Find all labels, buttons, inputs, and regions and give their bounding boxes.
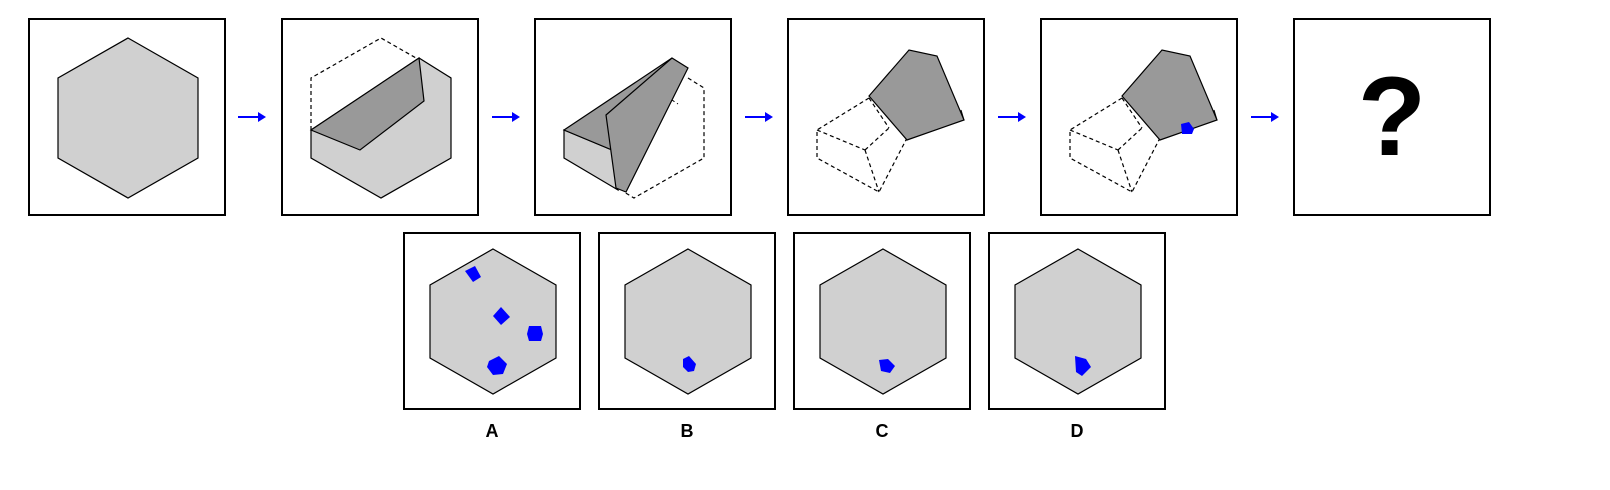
option-d-card[interactable] xyxy=(988,232,1166,410)
option-c-card[interactable] xyxy=(793,232,971,410)
punched-figure xyxy=(1069,49,1218,193)
folded-pentagon xyxy=(1121,49,1218,141)
hole-mark xyxy=(527,326,543,341)
sequence-step-3 xyxy=(534,18,732,216)
question-mark: ? xyxy=(1357,54,1427,179)
hexagon-paper xyxy=(819,248,947,395)
option-c-figure xyxy=(819,248,947,395)
option-d-figure xyxy=(1014,248,1142,395)
sequence-step-4 xyxy=(787,18,985,216)
option-b-figure xyxy=(624,248,752,395)
second-fold-figure xyxy=(562,57,705,199)
hole-mark xyxy=(493,307,510,325)
hole-mark xyxy=(1075,356,1091,376)
folded-pentagon xyxy=(868,49,965,141)
right-arrow-icon xyxy=(492,112,520,122)
option-b-card[interactable] xyxy=(598,232,776,410)
punched-hole-mark xyxy=(1181,122,1194,134)
option-a-card[interactable] xyxy=(403,232,581,410)
previous-folds-dashed xyxy=(1069,97,1161,193)
sequence-step-5 xyxy=(1040,18,1238,216)
folded-flap xyxy=(309,56,425,151)
right-arrow-icon xyxy=(1251,112,1279,122)
previous-folds-dashed xyxy=(816,97,908,193)
original-outline-dashed xyxy=(310,37,452,130)
option-a-figure xyxy=(429,248,557,395)
second-flap xyxy=(605,57,689,193)
third-fold-figure xyxy=(816,49,965,193)
hole-mark xyxy=(879,359,895,373)
option-a-label: A xyxy=(485,421,499,441)
hexagon-paper xyxy=(57,37,199,199)
sequence-step-unknown: ? xyxy=(1293,18,1491,216)
hexagon-paper xyxy=(1014,248,1142,395)
first-fold-figure xyxy=(309,37,452,199)
hexagon-paper xyxy=(624,248,752,395)
option-b-label: B xyxy=(680,421,694,441)
hole-mark xyxy=(487,356,507,375)
hole-mark xyxy=(465,266,481,282)
hexagon-paper xyxy=(429,248,557,395)
sequence-step-1 xyxy=(28,18,226,216)
right-arrow-icon xyxy=(998,112,1026,122)
option-c-label: C xyxy=(875,421,889,441)
option-d-label: D xyxy=(1070,421,1084,441)
hexagon-figure xyxy=(57,37,199,199)
hole-mark xyxy=(683,356,696,372)
sequence-step-2 xyxy=(281,18,479,216)
right-arrow-icon xyxy=(238,112,266,122)
right-arrow-icon xyxy=(745,112,773,122)
